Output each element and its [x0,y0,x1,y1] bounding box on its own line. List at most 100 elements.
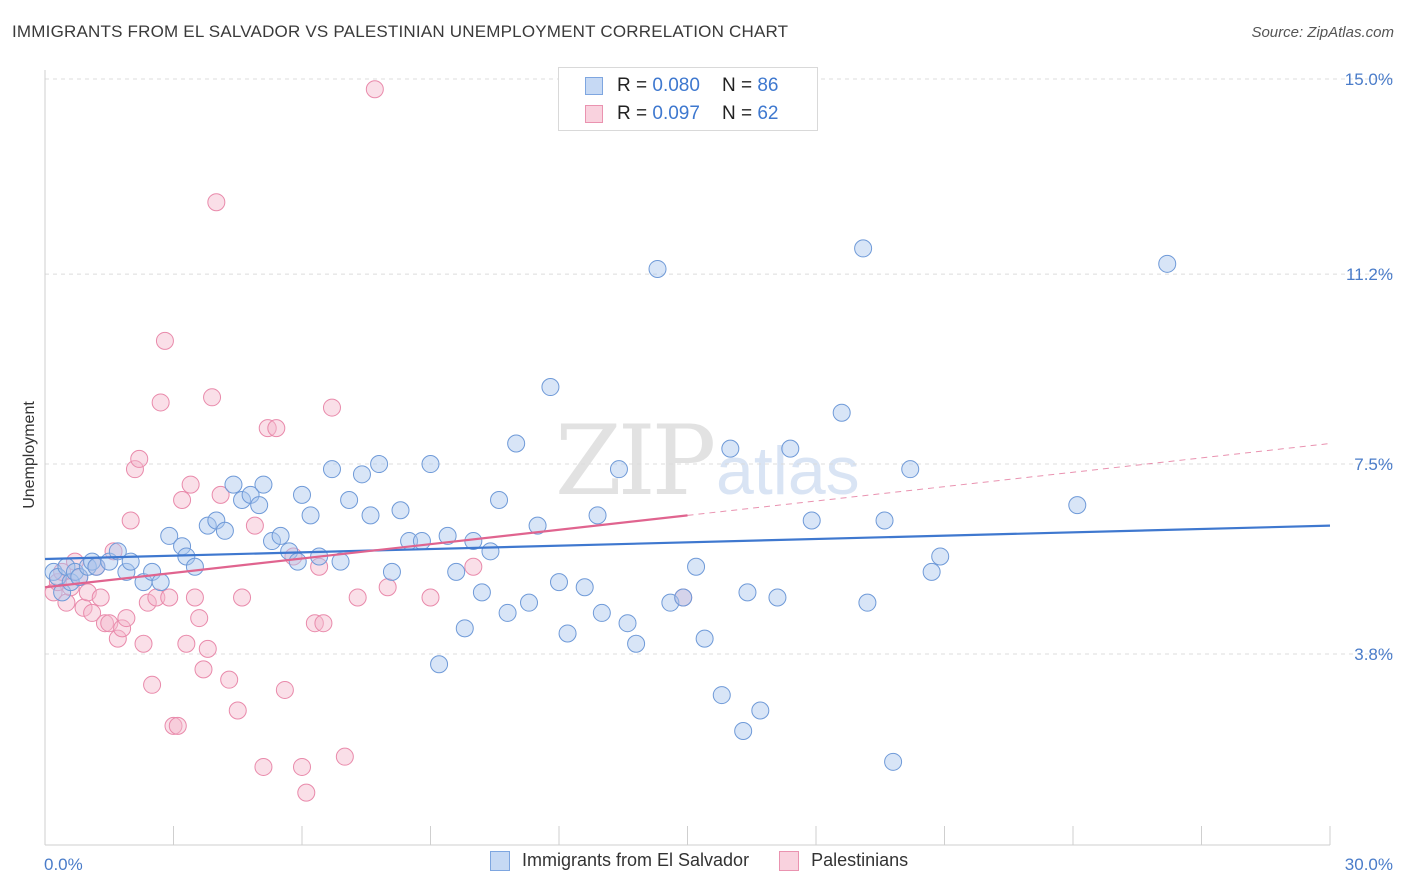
el-salvador-point [1068,496,1087,515]
palestinians-point [113,619,132,638]
el-salvador-point [250,496,269,515]
el-salvador-point [884,752,903,771]
el-salvador-point [875,511,894,530]
palestinians-point [95,614,114,633]
el-salvador-point [627,634,646,653]
x-tick-label: 0.0% [44,855,83,874]
el-salvador-point [421,455,440,474]
legend-row-palestinians: R = 0.097 N = 62 [585,101,778,127]
palestinians-point [181,475,200,494]
palestinians-point [173,490,192,509]
y-tick-label: 15.0% [1345,70,1393,89]
palestinians-point [185,588,204,607]
palestinians-point [125,460,144,479]
el-salvador-point [382,562,401,581]
el-salvador-point [695,629,714,648]
el-salvador-point [224,475,243,494]
el-salvador-point [588,506,607,525]
el-salvador-point [293,485,311,504]
legend-n-label: N = [721,75,753,96]
palestinians-point [245,516,264,535]
palestinians-point [464,557,483,576]
el-salvador-point [550,573,568,592]
el-salvador-point [922,562,941,581]
el-salvador-point [609,460,628,479]
el-salvador-point [781,439,800,458]
y-axis-label: Unemployment [21,401,38,509]
palestinians-point [314,614,333,633]
el-salvador-point [575,578,594,597]
el-salvador-point [738,583,757,602]
watermark-zip: ZIP [555,405,716,517]
el-salvador-points [44,239,1177,771]
el-salvador-point [352,465,371,484]
el-salvador-point [331,552,350,571]
legend-label-el-salvador: Immigrants from El Salvador [522,850,750,870]
el-salvador-point [438,526,457,545]
el-salvador-point [455,619,474,638]
el-salvador-point [592,603,611,622]
el-salvador-point [412,532,431,551]
el-salvador-point [322,460,341,479]
el-salvador-point [674,588,693,607]
el-salvador-point [1158,254,1177,273]
palestinians-point [220,670,239,689]
legend-n-value: 86 [757,75,779,96]
palestinians-point [117,609,136,628]
el-salvador-point [520,593,539,612]
el-salvador-point [648,259,667,278]
palestinians-point [365,80,384,99]
el-salvador-point [618,614,637,633]
gridlines [45,78,1395,655]
palestinians-point [203,388,222,407]
legend-r-value: 0.080 [652,75,700,96]
palestinians-point [297,783,316,802]
y-tick-label: 3.8% [1354,645,1393,664]
legend-item-el-salvador: Immigrants from El Salvador [490,850,749,871]
el-salvador-point [233,490,252,509]
el-salvador-point [447,562,466,581]
y-tick-label: 7.5% [1354,455,1393,474]
palestinians-point [348,588,367,607]
el-salvador-point [507,434,526,453]
el-salvador-point [254,475,273,494]
legend-swatch-blue [490,850,510,871]
legend-n-value: 62 [757,103,779,124]
palestinians-point [207,193,226,212]
el-salvador-point [498,603,517,622]
el-salvador-point [263,532,282,551]
palestinians-point [168,716,187,735]
palestinians-point [194,660,213,679]
el-salvador-point [301,506,320,525]
el-salvador-point [430,655,449,674]
chart-title: IMMIGRANTS FROM EL SALVADOR VS PALESTINI… [12,22,789,41]
el-salvador-point [288,552,307,571]
el-salvador-point [541,378,560,397]
palestinians-point [228,701,247,720]
legend-swatch-pink [779,850,800,871]
palestinians-point [254,757,273,776]
el-salvador-point [185,557,204,576]
el-salvador-point [854,239,873,258]
source-label: Source: ZipAtlas.com [1251,24,1394,41]
axes [44,70,1331,846]
el-salvador-point [151,573,170,592]
palestinians-point [211,485,230,504]
el-salvador-point [117,562,136,581]
trend-lines [44,443,1331,589]
el-salvador-point [61,573,80,592]
watermark-atlas: atlas [716,433,860,509]
el-salvador-point [271,526,290,545]
palestinians-point [267,419,286,438]
el-salvador-point [198,516,217,535]
palestinians-point [322,398,341,417]
legend-label-palestinians: Palestinians [811,850,909,870]
palestinians-point [151,393,170,412]
el-salvador-point [528,516,547,535]
legend-row-el-salvador: R = 0.080 N = 86 [585,73,778,99]
palestinians-point [177,634,196,653]
palestinians-point [134,634,153,653]
el-salvador-point [734,722,753,741]
palestinians-point [378,578,397,597]
palestinians-point [310,557,329,576]
